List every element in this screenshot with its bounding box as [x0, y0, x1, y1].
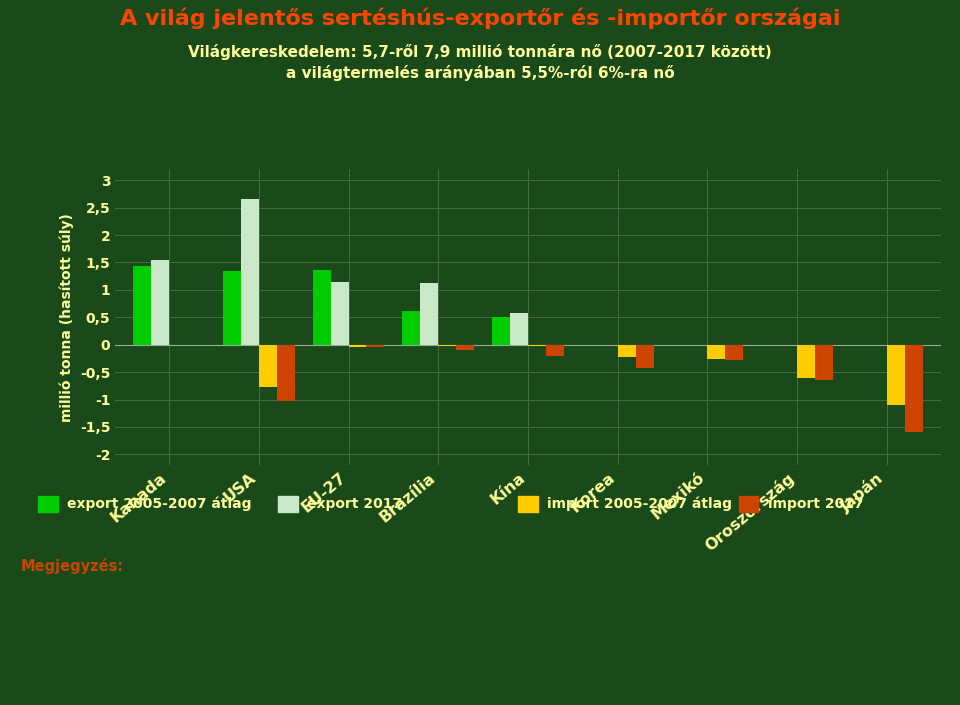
Bar — [330, 281, 348, 345]
Bar — [708, 345, 726, 360]
Text: Megjegyzés:: Megjegyzés: — [21, 558, 125, 574]
Bar — [636, 345, 654, 368]
Text: Brazília és az USA versenyképességének javulása szembetűnő (alacsonyabb tak.- + : Brazília és az USA versenyképességének j… — [115, 558, 904, 574]
Bar — [367, 345, 384, 348]
Bar — [905, 345, 923, 432]
Bar — [456, 345, 474, 350]
Text: import 2017: import 2017 — [768, 497, 864, 511]
Y-axis label: millió tonna (hasított súly): millió tonna (hasított súly) — [60, 213, 74, 422]
Bar — [726, 345, 743, 360]
Text: a világtermelés arányában 5,5%-ról 6%-ra nő: a világtermelés arányában 5,5%-ról 6%-ra… — [286, 65, 674, 81]
Bar — [276, 345, 295, 400]
Bar — [887, 345, 905, 405]
Bar — [546, 345, 564, 355]
Bar — [133, 266, 151, 345]
Text: import 2005-2007 átlag: import 2005-2007 átlag — [547, 497, 732, 511]
Bar — [492, 317, 510, 345]
Text: Forrás:: Forrás: — [21, 676, 79, 691]
Text: export 2017: export 2017 — [307, 497, 402, 511]
Bar — [151, 259, 169, 345]
Text: OECD-FAO (2008): OECD-FAO (2008) — [86, 676, 233, 691]
Text: A világ jelentős sertéshús-exportőr és -importőr országai: A világ jelentős sertéshús-exportőr és -… — [120, 7, 840, 28]
Bar — [510, 313, 528, 345]
Bar — [313, 269, 330, 345]
Text: Világkereskedelem: 5,7-ről 7,9 millió tonnára nő (2007-2017 között): Világkereskedelem: 5,7-ről 7,9 millió to… — [188, 44, 772, 60]
Bar — [617, 345, 636, 357]
Bar — [259, 345, 276, 388]
Bar — [402, 311, 420, 345]
Text: EU nemzetközi versenyképessége csökken (Oroszország, Japán), egységes piacon ped: EU nemzetközi versenyképessége csökken (… — [115, 604, 870, 620]
Bar — [815, 345, 833, 380]
Bar — [223, 271, 241, 345]
Bar — [797, 345, 815, 378]
Bar — [420, 283, 439, 345]
Bar — [348, 345, 367, 348]
Bar — [241, 200, 259, 345]
Text: export 2005-2007 átlag: export 2005-2007 átlag — [67, 497, 252, 511]
